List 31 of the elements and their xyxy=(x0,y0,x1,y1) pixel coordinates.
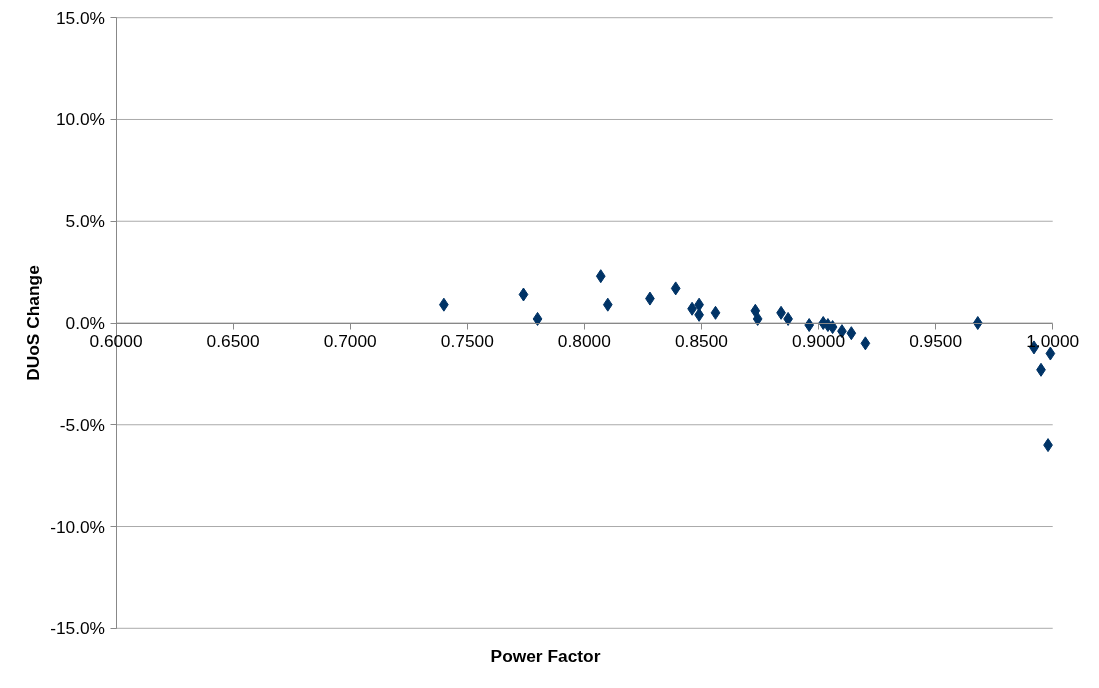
point xyxy=(1045,346,1056,361)
x-tick-label: 0.8000 xyxy=(557,331,611,351)
x-tick-label: 0.9000 xyxy=(792,331,846,351)
y-tick-label: -10.0% xyxy=(50,516,106,537)
point xyxy=(602,297,613,312)
x-tick-label: 0.6000 xyxy=(89,331,143,351)
y-tick-label: 15.0% xyxy=(55,7,106,28)
y-tick-label: 0.0% xyxy=(65,313,106,333)
y-tick-label: 10.0% xyxy=(55,109,106,130)
point xyxy=(752,311,763,326)
y-axis-title: DUoS Change xyxy=(22,264,43,381)
x-tick-label: 0.8500 xyxy=(674,331,728,351)
x-tick-label: 0.6500 xyxy=(206,331,260,351)
point xyxy=(710,305,721,320)
point xyxy=(670,281,681,296)
x-tick-label: 0.9500 xyxy=(909,331,963,351)
y-tick-label: 5.0% xyxy=(65,211,106,232)
x-tick-label: 1.0000 xyxy=(1026,331,1080,351)
point xyxy=(827,320,838,335)
point xyxy=(972,316,983,330)
point xyxy=(518,287,529,302)
y-tick-label: -5.0% xyxy=(59,414,106,435)
y-tick-label: -15.0% xyxy=(50,618,106,639)
point xyxy=(532,311,543,326)
x-axis-title: Power Factor xyxy=(490,645,601,666)
point xyxy=(804,318,815,333)
x-tick-label: 0.7000 xyxy=(323,331,377,351)
point xyxy=(860,336,871,351)
point xyxy=(595,269,606,284)
point xyxy=(846,326,857,341)
x-tick-label: 0.7500 xyxy=(440,331,494,351)
